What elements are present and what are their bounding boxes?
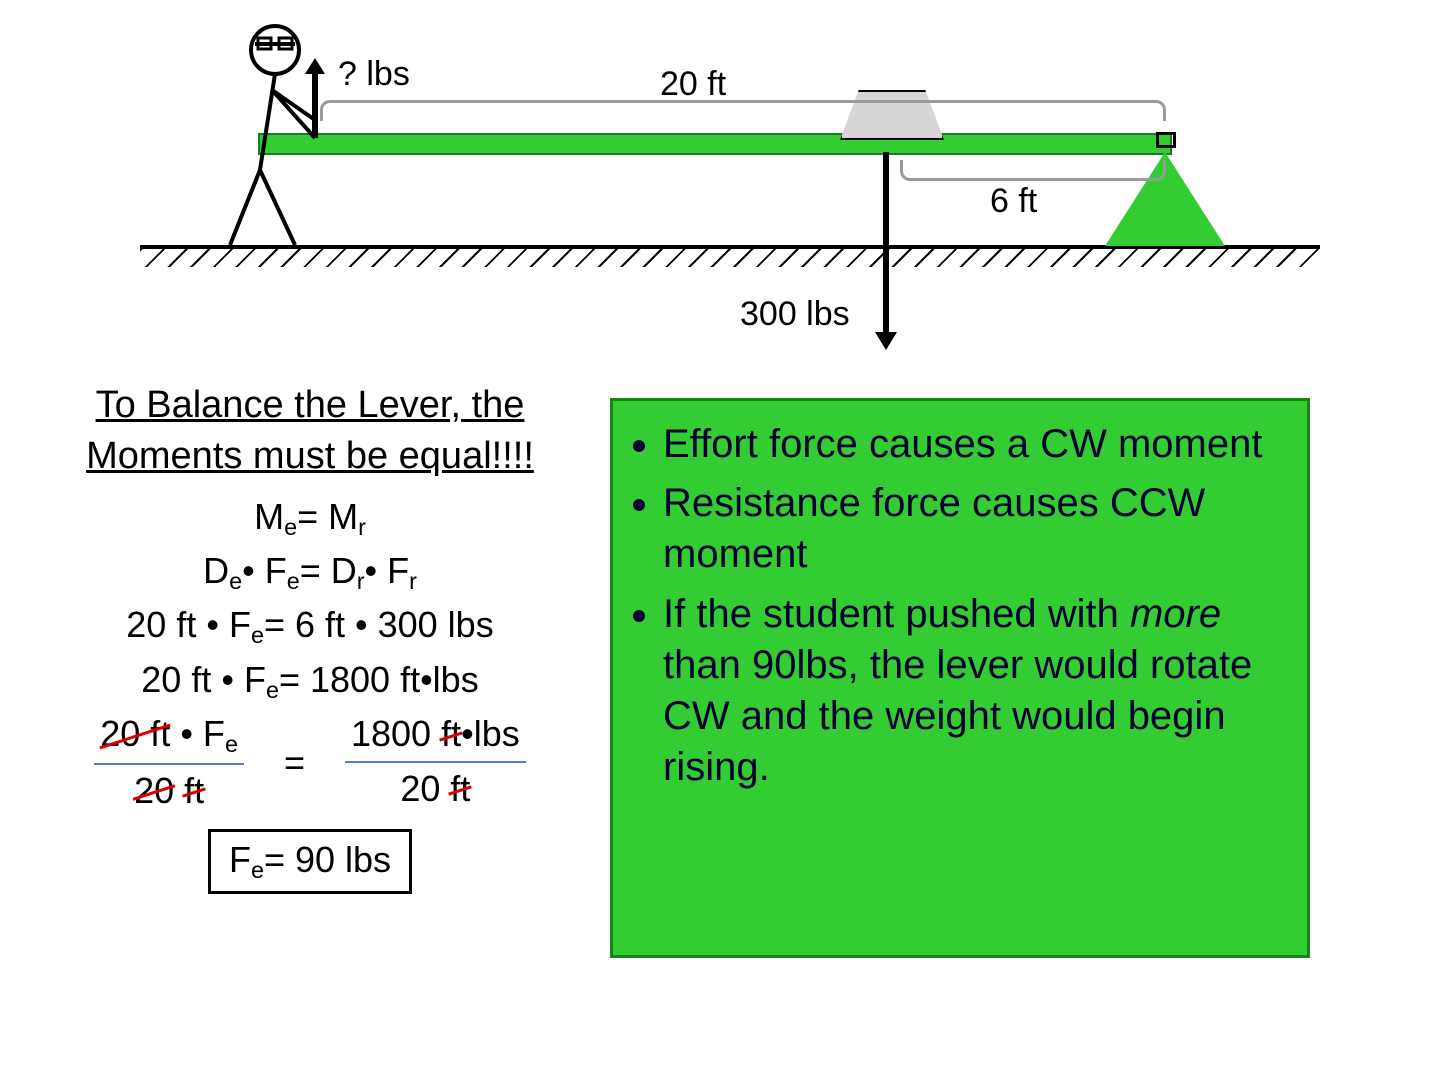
eq-df: De• Fe= Dr• Fr	[30, 547, 590, 597]
ground-hatch	[140, 249, 1320, 267]
effort-arrow	[305, 58, 325, 138]
note-2: Resistance force causes CCW moment	[663, 478, 1279, 580]
effort-force-label: ? lbs	[338, 55, 410, 94]
note-3: If the student pushed with more than 90l…	[663, 589, 1279, 794]
eq-moments: Me= Mr	[30, 493, 590, 543]
notes-box: Effort force causes a CW moment Resistan…	[610, 398, 1310, 958]
answer-box: Fe= 90 lbs	[208, 829, 412, 893]
resist-brace	[900, 160, 1166, 181]
lever-diagram: ? lbs 20 ft 6 ft 300 lbs	[140, 20, 1320, 360]
load-label: 300 lbs	[740, 295, 850, 334]
calc-column: To Balance the Lever, the Moments must b…	[30, 380, 590, 894]
eq-line3: 20 ft • Fe= 6 ft • 300 lbs	[30, 601, 590, 651]
eq-line4: 20 ft • Fe= 1800 ft•lbs	[30, 656, 590, 706]
calc-title: To Balance the Lever, the Moments must b…	[30, 380, 590, 483]
eq-fraction: 20 ft • Fe 20 ft = 1800 ft•lbs 20 ft	[30, 710, 590, 815]
lever-beam	[260, 135, 1170, 153]
span-brace	[320, 100, 1166, 121]
resist-label: 6 ft	[990, 182, 1037, 221]
span-label: 20 ft	[660, 65, 726, 104]
stick-figure	[200, 20, 350, 250]
beam-end-cap	[1156, 132, 1176, 148]
note-1: Effort force causes a CW moment	[663, 419, 1279, 470]
load-arrow	[875, 152, 897, 352]
